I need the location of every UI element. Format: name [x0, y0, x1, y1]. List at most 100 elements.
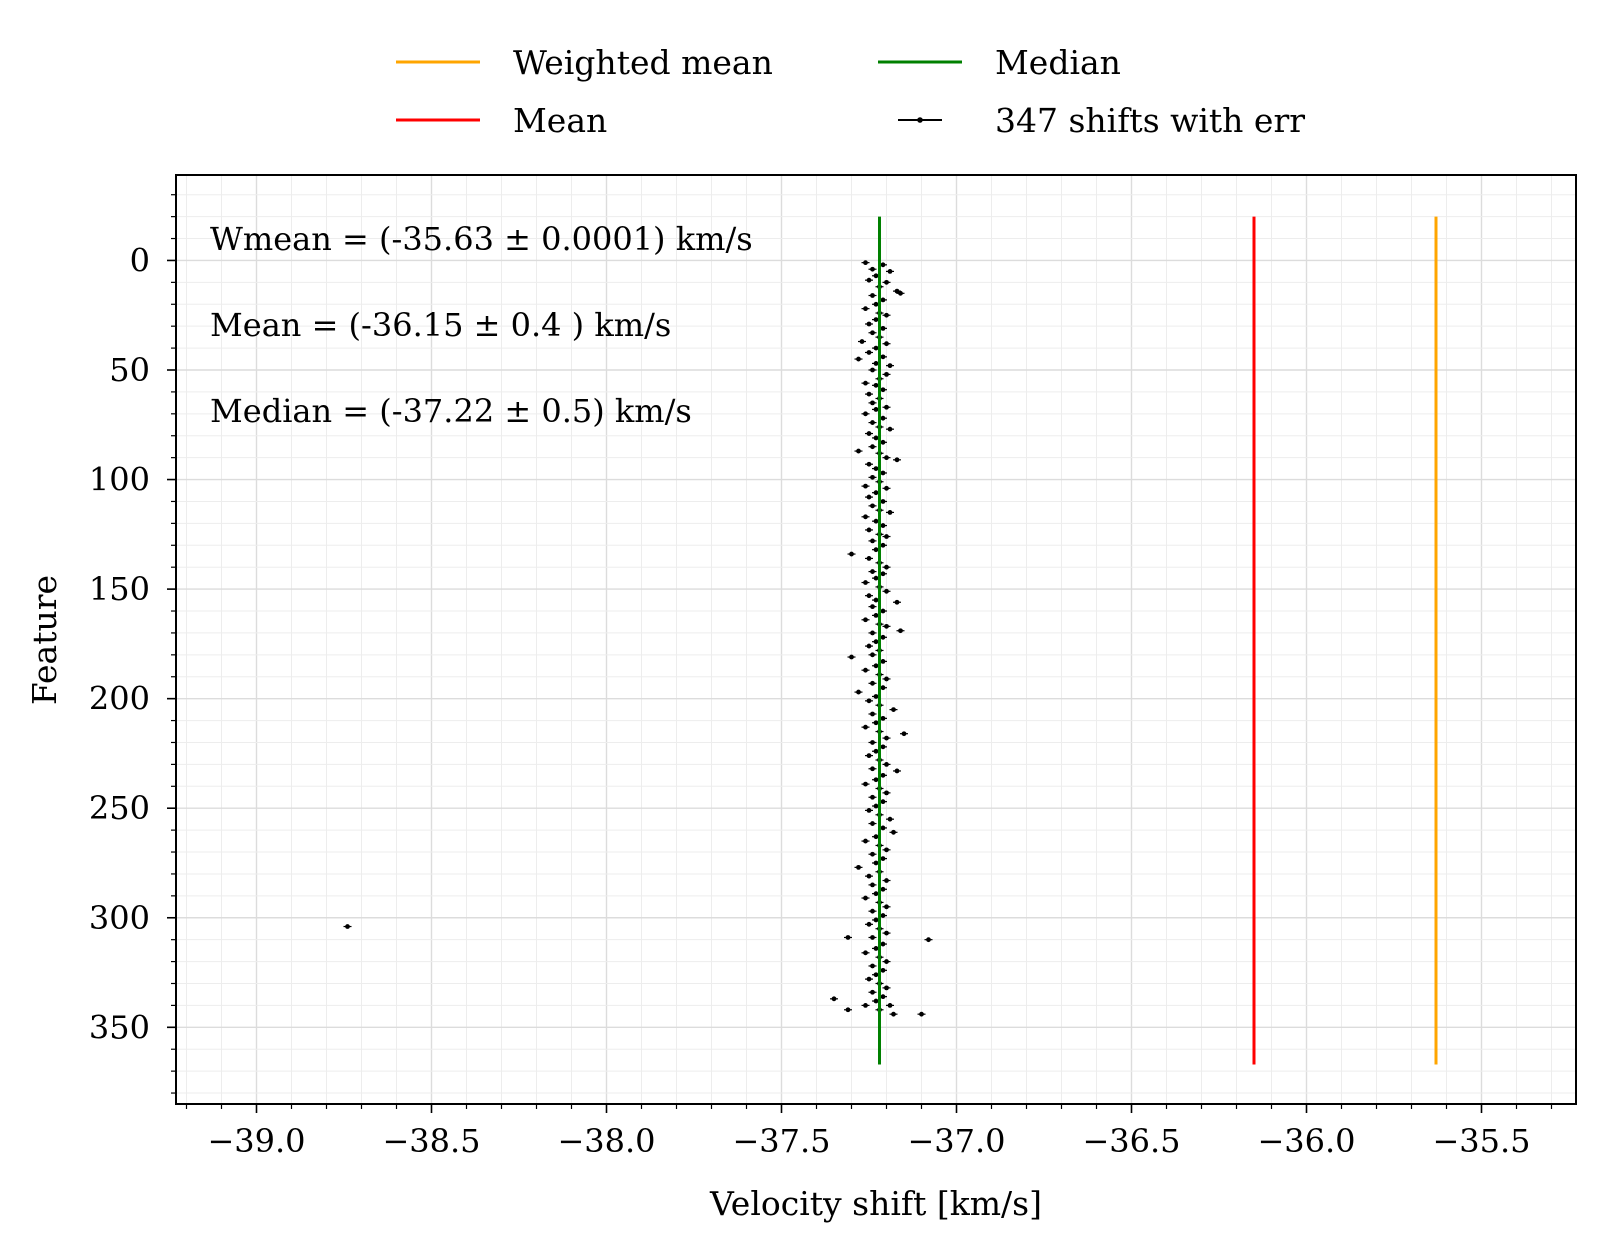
data-point	[863, 411, 868, 417]
data-point	[849, 551, 854, 557]
data-point	[884, 985, 889, 991]
data-point	[866, 873, 872, 879]
data-point	[870, 444, 875, 450]
data-point	[863, 483, 868, 489]
data-point	[880, 571, 886, 577]
data-point	[873, 946, 879, 951]
y-tick-label: 300	[89, 899, 150, 937]
data-point	[880, 387, 886, 393]
data-point	[873, 663, 879, 669]
data-point	[873, 518, 879, 524]
data-point	[845, 1007, 851, 1013]
data-point	[866, 494, 872, 500]
data-point	[873, 612, 879, 618]
data-point	[880, 772, 886, 778]
data-point	[880, 886, 886, 892]
y-tick-label: 250	[89, 789, 150, 827]
data-point	[884, 485, 889, 491]
data-point	[866, 277, 872, 283]
data-point	[880, 470, 886, 476]
data-point	[863, 306, 868, 312]
data-point	[926, 937, 931, 943]
data-point	[873, 777, 879, 783]
data-point	[873, 345, 879, 351]
data-point	[894, 599, 900, 605]
data-point	[884, 564, 889, 570]
data-point	[870, 630, 875, 636]
data-point	[873, 694, 879, 699]
data-point	[873, 834, 879, 840]
data-point	[870, 266, 875, 272]
data-point	[880, 994, 886, 1000]
y-axis-label: Feature	[25, 575, 64, 705]
x-tick-label: −38.5	[382, 1122, 480, 1160]
data-point	[891, 829, 896, 835]
data-point	[863, 781, 868, 787]
data-point	[887, 269, 893, 274]
data-point	[898, 628, 903, 634]
data-point	[856, 864, 861, 870]
data-point	[884, 371, 889, 377]
data-point	[866, 391, 872, 397]
data-point	[863, 895, 868, 901]
data-point	[870, 794, 875, 800]
annotation-median: Median = (-37.22 ± 0.5) km/s	[210, 392, 692, 430]
data-point	[884, 623, 889, 629]
data-point	[884, 904, 889, 910]
data-point	[884, 455, 889, 461]
data-point	[880, 325, 886, 331]
data-point	[887, 1003, 893, 1008]
y-tick-label: 100	[89, 461, 150, 499]
data-point	[831, 996, 837, 1002]
data-point	[873, 466, 879, 471]
data-point	[873, 435, 879, 441]
data-point	[873, 998, 879, 1004]
data-point	[884, 676, 889, 682]
data-point	[887, 510, 893, 515]
data-point	[884, 878, 889, 883]
data-point	[873, 803, 879, 809]
data-point	[866, 527, 872, 533]
data-point	[880, 354, 886, 360]
data-point	[873, 301, 879, 307]
x-tick-label: −37.0	[907, 1122, 1005, 1160]
data-point	[873, 547, 879, 553]
data-point	[873, 407, 879, 412]
data-point	[880, 608, 886, 614]
data-point	[845, 935, 851, 940]
data-point	[873, 361, 879, 366]
data-point	[863, 1003, 868, 1008]
data-point	[880, 297, 886, 303]
legend-marker-shifts	[917, 117, 923, 123]
x-tick-label: −39.0	[207, 1122, 305, 1160]
data-point	[873, 720, 879, 726]
x-tick-label: −36.0	[1257, 1122, 1355, 1160]
data-point	[863, 580, 868, 585]
data-point	[870, 989, 875, 995]
data-point	[873, 273, 879, 279]
data-point	[863, 724, 868, 730]
data-point	[884, 959, 889, 964]
data-point	[880, 659, 886, 664]
data-point	[873, 860, 879, 866]
data-point	[884, 312, 889, 318]
data-point	[859, 339, 865, 344]
data-point	[870, 569, 875, 574]
data-point	[884, 341, 889, 347]
data-point	[880, 967, 886, 973]
x-tick-label: −38.0	[557, 1122, 655, 1160]
data-point	[891, 1011, 896, 1017]
data-point	[866, 808, 872, 813]
data-point	[870, 400, 875, 406]
data-point	[873, 490, 879, 496]
data-point	[873, 972, 879, 978]
annotation-mean: Mean = (-36.15 ± 0.4 ) km/s	[210, 306, 671, 344]
annotation-wmean: Wmean = (-35.63 ± 0.0001) km/s	[210, 220, 753, 258]
x-tick-label: −36.5	[1082, 1122, 1180, 1160]
data-point	[873, 575, 879, 581]
data-point	[870, 652, 875, 658]
grid	[176, 175, 1576, 1104]
data-point	[863, 667, 868, 673]
data-point	[884, 761, 889, 767]
